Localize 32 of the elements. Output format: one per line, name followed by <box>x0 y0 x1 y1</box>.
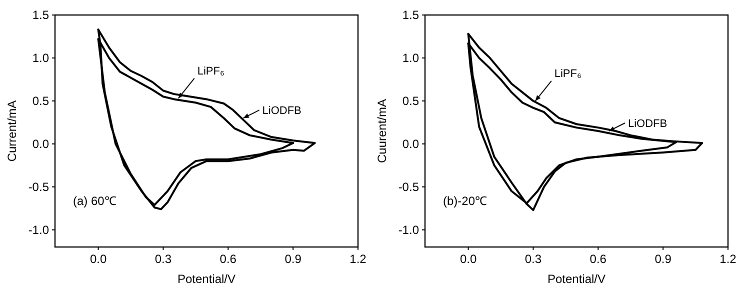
x-tick-label: 0.3 <box>154 252 172 266</box>
y-tick-label: -1.0 <box>398 222 420 237</box>
annotation: LiPF₆ <box>197 65 224 78</box>
x-tick-label: 0.9 <box>654 252 672 266</box>
annotation: (b)-20℃ <box>443 194 488 208</box>
x-tick-label: 0.0 <box>90 252 107 266</box>
y-tick-label: -0.5 <box>398 180 420 194</box>
y-tick-label: 1.0 <box>402 50 420 65</box>
x-tick-label: 0.3 <box>524 252 542 266</box>
y-tick-label: 0.5 <box>32 94 50 108</box>
annotation: LiODFB <box>628 118 668 130</box>
y-tick-label: 1.5 <box>402 8 420 22</box>
y-tick-label: -1.0 <box>28 222 50 237</box>
annotation: (a) 60℃ <box>73 194 116 208</box>
annotation: LiODFB <box>262 105 302 118</box>
y-tick-label: 1.0 <box>32 50 50 65</box>
y-axis-title: Current/mA <box>5 100 19 162</box>
y-tick-label: 0.5 <box>402 94 420 108</box>
y-axis-title: Cuurent/mA <box>375 98 389 164</box>
y-tick-label: 0.0 <box>402 136 420 151</box>
x-axis-title: Potential/V <box>547 272 606 286</box>
x-tick-label: 0.6 <box>590 252 607 266</box>
x-axis-title: Potential/V <box>177 272 236 286</box>
y-tick-label: 0.0 <box>32 136 50 151</box>
x-tick-label: 0.0 <box>460 252 477 266</box>
x-tick-label: 0.6 <box>220 252 237 266</box>
y-tick-label: 1.5 <box>32 8 50 22</box>
annotation: LiPF₆ <box>554 68 582 80</box>
x-tick-label: 0.9 <box>284 252 302 266</box>
y-tick-label: -0.5 <box>28 180 50 194</box>
x-tick-label: 1.2 <box>720 252 737 266</box>
x-tick-label: 1.2 <box>350 252 367 266</box>
